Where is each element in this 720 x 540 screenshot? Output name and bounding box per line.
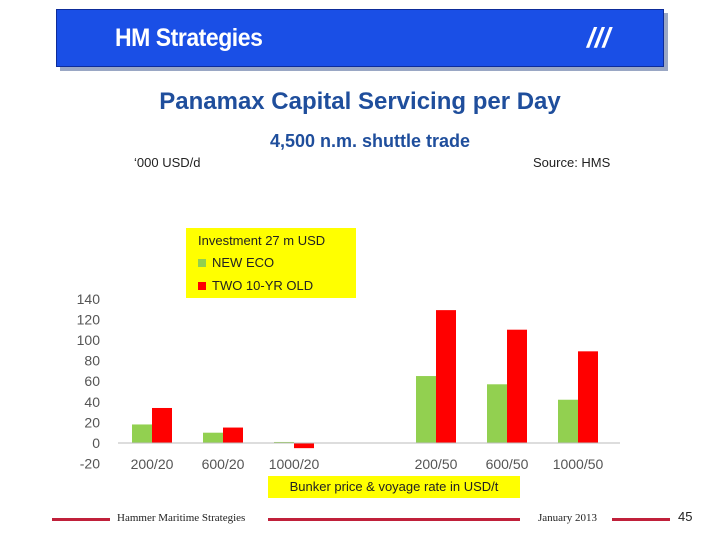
header-bar: HM Strategies /// <box>56 9 664 67</box>
bar-new-eco <box>132 424 152 443</box>
bar-two-old <box>507 329 527 443</box>
bar-new-eco <box>274 441 294 443</box>
y-tick-label: 60 <box>84 373 100 389</box>
legend-item-two-old: TWO 10-YR OLD <box>198 278 314 293</box>
x-tick-label: 200/20 <box>131 456 174 472</box>
legend-swatch-red <box>198 282 206 290</box>
footer-company: Hammer Maritime Strategies <box>117 512 246 524</box>
bar-new-eco <box>558 399 578 443</box>
bar-new-eco <box>487 384 507 443</box>
y-tick-label: 80 <box>84 353 100 369</box>
bar-two-old <box>294 443 314 449</box>
investment-note: Investment 27 m USD <box>198 233 326 248</box>
bar-two-old <box>152 407 172 443</box>
bar-two-old <box>578 351 598 443</box>
y-tick-label: 40 <box>84 394 100 410</box>
x-tick-label: 1000/50 <box>553 456 604 472</box>
chart-subtitle: 4,500 n.m. shuttle trade <box>270 131 471 151</box>
x-tick-label: 600/20 <box>202 456 245 472</box>
legend-item-new-eco: NEW ECO <box>198 255 275 270</box>
header-slashes: /// <box>587 22 611 53</box>
x-tick-label: 600/50 <box>486 456 529 472</box>
footer-rule-right <box>612 518 670 521</box>
chart-title: Panamax Capital Servicing per Day <box>159 88 561 115</box>
y-tick-label: 20 <box>84 414 100 430</box>
header-title: HM Strategies <box>115 24 263 52</box>
x-tick-label: 1000/20 <box>269 456 320 472</box>
bar-new-eco <box>203 432 223 443</box>
legend-label: NEW ECO <box>212 255 275 270</box>
legend-label: TWO 10-YR OLD <box>212 278 314 293</box>
bar-new-eco <box>416 376 436 443</box>
footer-date: January 2013 <box>538 512 597 524</box>
unit-label: ‘000 USD/d <box>134 155 201 170</box>
y-tick-label: 100 <box>77 332 101 348</box>
footer-rule-left <box>52 518 110 521</box>
bar-two-old <box>223 427 243 443</box>
legend-swatch-green <box>198 259 206 267</box>
page-number: 45 <box>678 509 693 524</box>
footer-rule-center <box>268 518 520 521</box>
legend: Investment 27 m USD NEW ECO TWO 10-YR OL… <box>186 228 356 298</box>
y-tick-label: 120 <box>77 311 101 327</box>
y-tick-label: -20 <box>80 456 100 472</box>
source-label: Source: HMS <box>533 155 611 170</box>
x-tick-label: 200/50 <box>415 456 458 472</box>
bar-two-old <box>436 310 456 443</box>
x-axis-caption: Bunker price & voyage rate in USD/t <box>268 476 520 498</box>
y-tick-label: 140 <box>77 291 101 307</box>
y-tick-label: 0 <box>92 435 100 451</box>
